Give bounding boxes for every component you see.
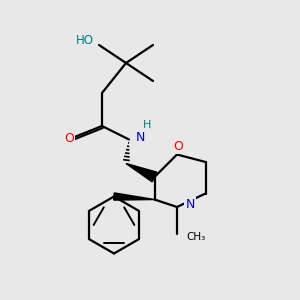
Text: N: N	[185, 198, 195, 211]
Text: HO: HO	[76, 34, 94, 47]
Polygon shape	[114, 193, 154, 200]
Text: CH₃: CH₃	[186, 232, 205, 242]
Text: O: O	[174, 140, 183, 153]
Text: O: O	[64, 131, 74, 145]
Text: H: H	[143, 119, 151, 130]
Polygon shape	[126, 164, 157, 182]
Text: N: N	[136, 130, 145, 144]
